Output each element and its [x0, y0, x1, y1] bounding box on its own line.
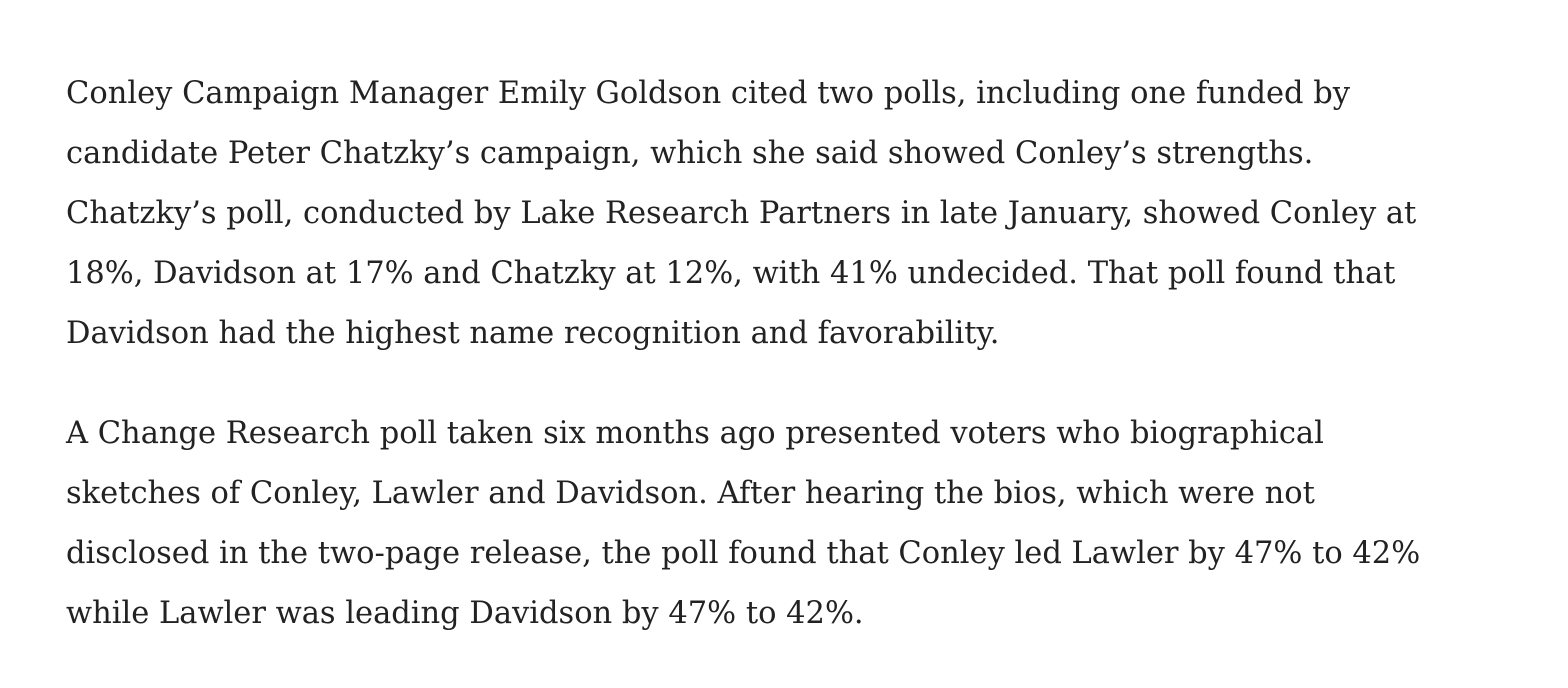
- paragraph-line: while Lawler was leading Davidson by 47%…: [66, 596, 864, 631]
- paragraph-line: Davidson had the highest name recognitio…: [66, 316, 1000, 351]
- paragraph-line: Conley Campaign Manager Emily Goldson ci…: [66, 76, 1351, 111]
- article-paragraph: A Change Research poll taken six months …: [66, 404, 1526, 644]
- paragraph-line: Chatzky’s poll, conducted by Lake Resear…: [66, 196, 1417, 231]
- paragraph-line: candidate Peter Chatzky’s campaign, whic…: [66, 136, 1314, 171]
- paragraph-line: sketches of Conley, Lawler and Davidson.…: [66, 476, 1315, 511]
- paragraph-line: disclosed in the two-page release, the p…: [66, 536, 1421, 571]
- article-body: Conley Campaign Manager Emily Goldson ci…: [66, 64, 1526, 644]
- paragraph-line: 18%, Davidson at 17% and Chatzky at 12%,…: [66, 256, 1396, 291]
- article-paragraph: Conley Campaign Manager Emily Goldson ci…: [66, 64, 1526, 364]
- paragraph-line: A Change Research poll taken six months …: [66, 416, 1324, 451]
